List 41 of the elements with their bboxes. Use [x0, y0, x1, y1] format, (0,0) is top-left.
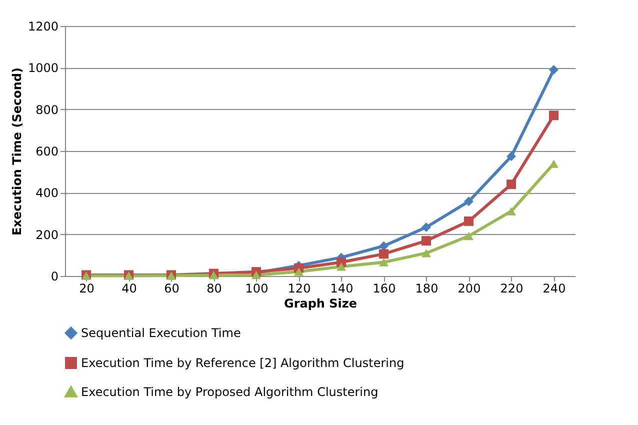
y-tick-label: 1200 [28, 20, 58, 34]
point [506, 152, 516, 162]
x-tick-label: 60 [164, 282, 180, 296]
point [464, 216, 474, 226]
point [506, 180, 516, 190]
point [336, 262, 346, 271]
point [379, 258, 388, 266]
x-tick-label: 220 [500, 282, 524, 296]
point [549, 65, 558, 74]
point [464, 196, 474, 206]
y-tick-label: 1000 [28, 61, 58, 76]
y-tick-label: 800 [36, 102, 58, 117]
x-tick-label: 160 [372, 282, 396, 296]
legend-label: Sequential Execution Time [81, 326, 241, 340]
point [422, 236, 431, 246]
point [464, 232, 474, 240]
y-axis-title: Execution Time (Second) [10, 68, 24, 236]
y-tick-label: 600 [36, 144, 58, 158]
x-tick-label: 180 [415, 282, 438, 296]
x-tick-label: 20 [79, 282, 94, 296]
point [549, 110, 558, 120]
legend-label: Execution Time by Reference [2] Algorithm Clustering [81, 356, 404, 370]
point [294, 268, 304, 276]
x-tick-label: 80 [206, 282, 222, 296]
legend-label: Execution Time by Proposed Algorithm Clustering [81, 385, 378, 399]
x-tick-label: 200 [458, 282, 481, 296]
point [422, 222, 431, 232]
y-tick-label: 400 [36, 186, 58, 200]
x-tick-label: 120 [288, 282, 311, 296]
y-tick-label: 0 [50, 270, 58, 284]
x-tick-label: 140 [330, 282, 354, 296]
x-tick-label: 240 [542, 282, 566, 296]
point [506, 207, 516, 216]
point [422, 248, 431, 258]
x-tick-label: 40 [122, 282, 137, 296]
x-tick-label: 100 [245, 282, 268, 296]
y-tick-label: 200 [36, 228, 58, 242]
x-axis-title: Graph Size [284, 296, 358, 310]
point [252, 270, 261, 280]
point [549, 160, 558, 168]
point [379, 249, 388, 259]
